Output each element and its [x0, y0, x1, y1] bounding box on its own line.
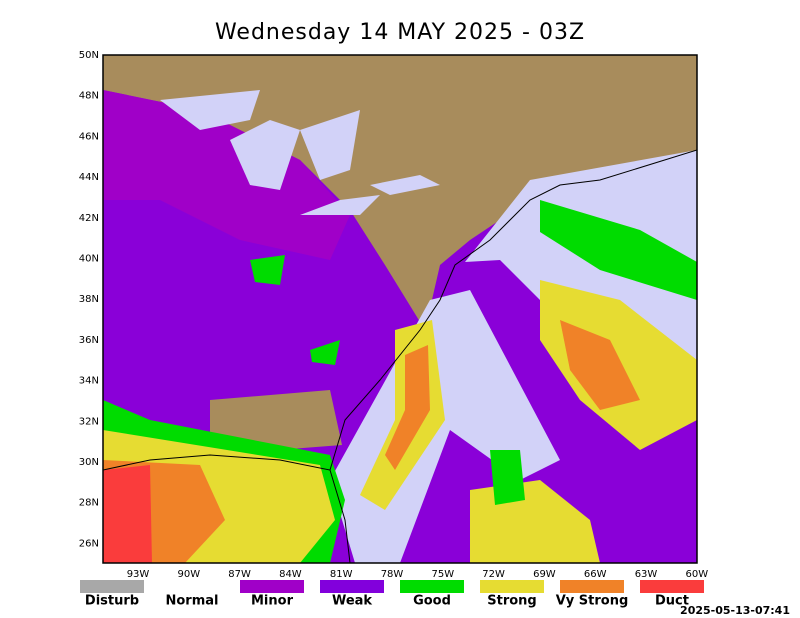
lake: [160, 90, 260, 130]
lat-label: 26N: [79, 538, 99, 549]
good-area: [310, 340, 340, 365]
legend-label: Strong: [487, 594, 536, 609]
good-area: [540, 200, 697, 300]
lon-label: 87W: [228, 569, 251, 580]
lon-label: 66W: [584, 569, 607, 580]
lake: [370, 175, 440, 195]
legend-label: Good: [413, 594, 451, 609]
lat-label: 44N: [79, 172, 99, 183]
lat-label: 28N: [79, 498, 99, 509]
lake: [300, 195, 380, 215]
legend-label: Vy Strong: [556, 594, 629, 609]
lon-labels: 93W 90W 87W 84W 81W 78W 75W 72W 69W 66W 63W 60W: [127, 569, 709, 580]
lon-label: 69W: [533, 569, 556, 580]
map-frame: [102, 54, 698, 564]
lat-labels: 50N 48N 46N 44N 42N 40N 38N 36N 34N 32N 30N 28N 26N: [79, 50, 99, 549]
timestamp: 2025-05-13-07:41: [680, 604, 790, 617]
lon-label: 81W: [330, 569, 353, 580]
legend-swatch: [80, 580, 144, 593]
lat-label: 34N: [79, 376, 99, 387]
legend-label: Minor: [251, 594, 294, 609]
lat-label: 38N: [79, 294, 99, 305]
legend-label: Duct: [655, 594, 689, 609]
coastline: [103, 149, 697, 563]
lon-label: 93W: [127, 569, 150, 580]
legend-swatch: [240, 580, 304, 593]
vy-strong-area: [385, 345, 430, 470]
legend-swatch: [480, 580, 544, 593]
good-area: [490, 450, 525, 505]
map: [103, 55, 697, 563]
lon-label: 78W: [381, 569, 404, 580]
lon-label: 75W: [431, 569, 454, 580]
lake: [300, 110, 360, 180]
legend-label: Weak: [332, 594, 372, 609]
lat-label: 40N: [79, 254, 99, 265]
vy-strong-area: [560, 320, 640, 410]
lat-label: 32N: [79, 416, 99, 427]
legend-swatch: [560, 580, 624, 593]
lon-label: 90W: [177, 569, 200, 580]
lat-label: 48N: [79, 91, 99, 102]
legend-label: Disturb: [85, 594, 139, 609]
good-area: [250, 255, 285, 285]
legend-swatch: [640, 580, 704, 593]
legend-swatch: [160, 580, 224, 593]
map-title: Wednesday 14 MAY 2025 - 03Z: [215, 20, 585, 45]
legend-swatch: [400, 580, 464, 593]
lon-label: 72W: [482, 569, 505, 580]
lake: [230, 120, 300, 190]
lon-label: 60W: [685, 569, 708, 580]
lat-label: 46N: [79, 131, 99, 142]
lat-label: 42N: [79, 213, 99, 224]
minor-area: [103, 90, 350, 260]
lat-label: 50N: [79, 50, 99, 61]
land-area: [210, 390, 342, 452]
legend-swatch: [320, 580, 384, 593]
legend-label: Normal: [166, 594, 219, 609]
lat-label: 36N: [79, 335, 99, 346]
lat-label: 30N: [79, 457, 99, 468]
lon-label: 84W: [279, 569, 302, 580]
duct-area: [103, 465, 152, 563]
lon-label: 63W: [635, 569, 658, 580]
legend: Disturb Normal Minor Weak Good Strong Vy Stron…: [80, 580, 704, 609]
